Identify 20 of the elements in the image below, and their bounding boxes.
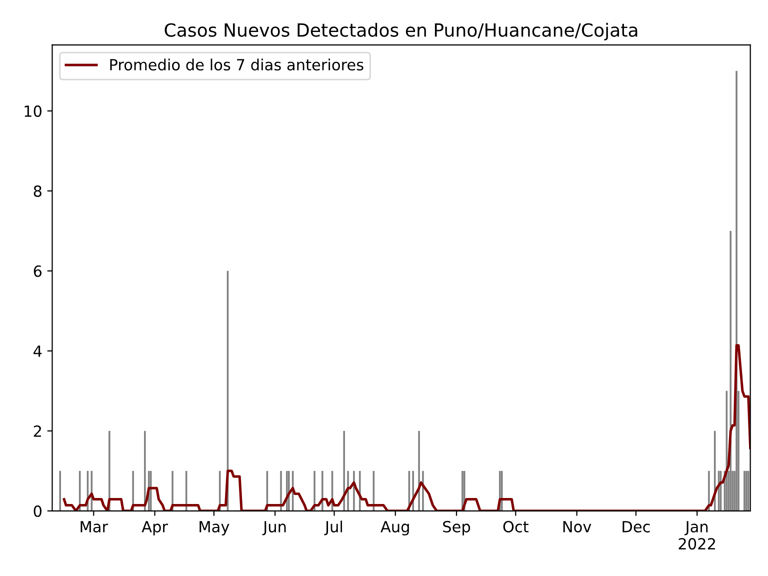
y-tick-label: 4 (34, 346, 42, 357)
y-tick-label: 8 (34, 185, 42, 197)
y-tick-label: 2 (34, 425, 41, 437)
y-tick-label: 10 (24, 105, 42, 117)
x-tick-label: Dec (622, 521, 650, 532)
y-tick-label: 0 (34, 505, 42, 517)
line-series (62, 344, 750, 511)
x-tick-label: Oct (503, 520, 528, 532)
x-tick-label: Nov (563, 521, 592, 532)
y-tick-label: 6 (34, 265, 42, 277)
x-tick-label: Apr (142, 521, 168, 536)
x-tick-label: Aug (380, 521, 409, 536)
x-tick-label: Jul (324, 520, 342, 536)
x-tick-label: May (200, 521, 230, 536)
x-tick-label: Mar (80, 521, 108, 532)
x-tick-label: Jun (262, 521, 286, 536)
x-tick-label: Jan 2022 (678, 521, 715, 550)
x-tick-label: Sep (443, 520, 470, 536)
legend-label: Promedio de los 7 dias anteriores (110, 58, 364, 71)
chart-title: Casos Nuevos Detectados en Puno/Huancane/Cojata (164, 22, 638, 40)
